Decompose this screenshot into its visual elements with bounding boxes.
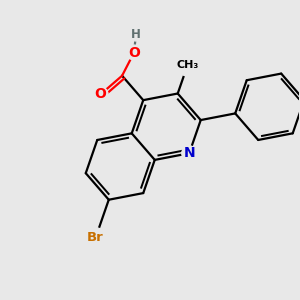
Text: CH₃: CH₃ [177, 59, 199, 70]
Circle shape [182, 146, 197, 161]
Circle shape [93, 87, 108, 102]
Text: H: H [131, 28, 141, 41]
Circle shape [176, 53, 199, 76]
Text: Br: Br [87, 231, 104, 244]
Circle shape [130, 29, 142, 41]
Circle shape [127, 45, 142, 60]
Text: N: N [183, 146, 195, 160]
Text: O: O [128, 46, 140, 59]
Circle shape [85, 228, 106, 248]
Text: O: O [94, 87, 106, 101]
